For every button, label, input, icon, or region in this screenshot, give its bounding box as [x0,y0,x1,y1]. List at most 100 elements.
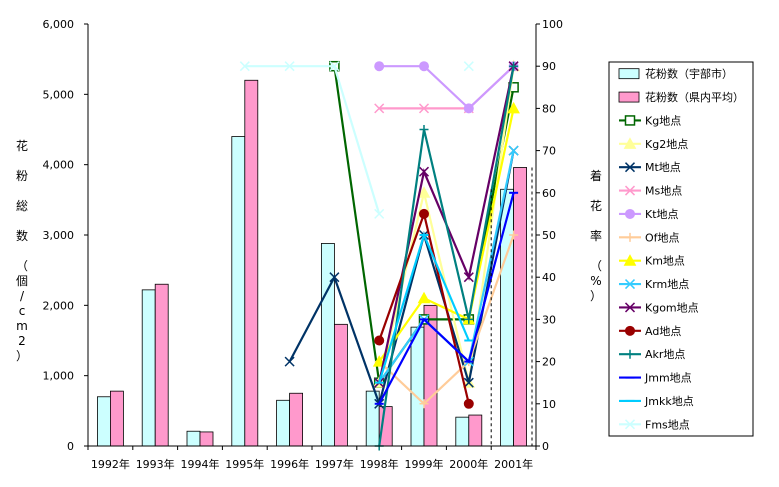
series-3-point-1999年 [418,103,430,114]
series-13-point-1997年 [329,61,340,72]
legend-label: Kgom地点 [645,301,699,314]
right-tick-label: 70 [542,145,556,158]
plot-area [97,59,527,451]
series-10-point-2000年 [464,314,474,324]
legend-label: Jmm地点 [644,372,692,385]
series-4-point-1998年 [374,61,385,72]
left-axis-title-char: ） [16,349,28,363]
right-tick-label: 80 [542,102,556,115]
series-4-point-1999年 [419,61,429,72]
x-tick-label: 1992年 [91,457,130,471]
series-10-point-2001年 [509,61,519,71]
left-axis-title-char: 2 [18,334,26,348]
series-2-point-2000年 [463,377,474,388]
series-13-line-0 [244,65,381,215]
legend-swatch [618,68,640,80]
legend-swatch-marker [624,279,636,290]
bar-pref-avg-2000年 [468,414,483,447]
bar-pref-avg-1994年 [199,431,214,447]
x-tick-label: 2001年 [494,457,533,471]
left-tick-label: 5,000 [43,88,75,101]
left-axis-title-char: 数 [16,228,28,243]
bar-pref-avg-1992年 [110,390,124,447]
legend-swatch-marker [625,325,635,336]
right-tick-label: 60 [542,187,556,200]
series-13-point-2000年 [463,61,474,72]
right-tick-label: 20 [542,356,556,369]
legend-label: Krm地点 [645,278,689,291]
left-tick-label: 0 [67,440,74,453]
legend-swatch-marker [624,302,636,313]
legend-label: 花粉数（県内平均） [645,90,744,104]
right-tick-label: 50 [542,229,556,242]
series-8-point-1999年 [418,166,430,177]
x-tick-label: 1995年 [225,457,264,471]
bar-pref-avg-1997年 [333,323,348,447]
bar-ube-1997年 [320,243,335,447]
bar-ube-1995年 [231,136,246,447]
left-tick-label: 4,000 [43,159,75,172]
left-axis-title-char: 個 [16,274,28,288]
legend-label: Kg2地点 [645,138,688,151]
series-2-point-1996年 [284,356,295,367]
right-axis-title-char: 花 [590,198,602,213]
legend-swatch-marker [624,185,636,196]
x-tick-label: 1996年 [270,457,309,471]
legend-label: Ad地点 [645,325,681,338]
x-tick-label: 1994年 [181,457,220,471]
right-axis-title-char: （ [590,259,602,273]
series-13-point-1996年 [284,61,295,72]
legend-swatch-marker [623,254,637,266]
series-9-point-2000年 [463,398,474,409]
bar-ube-1993年 [141,289,156,447]
x-tick-label: 1997年 [315,457,354,471]
x-tick-label: 2000年 [449,457,488,471]
legend-swatch-marker [624,419,636,430]
left-axis-title-char: m [16,319,28,333]
series-4-point-2000年 [463,103,474,114]
legend-swatch-marker [625,349,635,359]
right-axis-title-char: ） [590,289,602,303]
left-axis-title-char: / [20,289,25,303]
x-tick-label: 1998年 [360,457,399,471]
bar-pref-avg-2001年 [513,167,527,447]
legend-swatch-marker [623,137,637,149]
axes: 0 1,000 2,000 3,000 4,000 5,000 6,000 0 10 20 30 40… [16,18,602,471]
legend-label: Ms地点 [645,185,682,198]
x-tick-label: 1993年 [136,457,175,471]
legend: 花粉数（宇部市） 花粉数（県内平均） Kg地点 Kg2地点 Mt地点 Ms地点 Kt地点 Of… [608,61,754,437]
right-tick-label: 10 [542,398,556,411]
legend-swatch [618,91,640,103]
legend-label: Kg地点 [645,114,681,127]
bar-ube-1992年 [97,396,111,447]
right-axis-title-char: % [590,274,601,288]
bar-ube-1999年 [410,326,425,447]
legend-label: Fms地点 [645,418,690,431]
series-7-point-2001年 [508,145,519,156]
series-11-line-0 [378,192,515,405]
series-13-point-1995年 [239,61,250,72]
right-axis-title-char: 着 [590,168,602,183]
legend-label: Of地点 [645,231,680,244]
series-5-point-1999年 [419,399,429,409]
right-tick-label: 40 [542,271,556,284]
series-6-point-2001年 [507,101,520,114]
bar-ube-2000年 [455,416,470,447]
left-axis-title-char: 花 [16,138,28,153]
bar-ube-1994年 [186,430,201,447]
series-4-line-0 [379,65,515,110]
left-axis-title-char: c [19,304,26,318]
series-10-line-0 [378,66,515,447]
left-tick-label: 3,000 [43,229,75,242]
left-tick-label: 1,000 [43,370,75,383]
series-13-point-1998年 [374,208,385,219]
series-3-point-1998年 [374,103,385,114]
left-axis-title-char: 粉 [16,169,28,183]
series-2-point-1997年 [329,272,340,283]
right-tick-label: 100 [542,18,563,31]
series-1-point-1999年 [417,186,431,198]
right-axis-title: 着 花 率 （%） [590,168,602,303]
series-2-line-0 [288,150,515,408]
series-10-point-1999年 [419,125,429,134]
